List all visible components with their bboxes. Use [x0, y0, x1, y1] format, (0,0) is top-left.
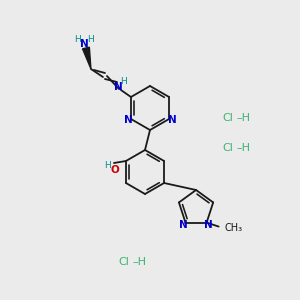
Text: N: N	[204, 220, 213, 230]
Text: O: O	[111, 165, 119, 175]
Text: Cl: Cl	[118, 257, 129, 267]
Text: N: N	[124, 115, 132, 125]
Text: Cl: Cl	[222, 143, 233, 153]
Text: N: N	[179, 220, 188, 230]
Text: H: H	[105, 160, 111, 169]
Text: H: H	[88, 34, 94, 43]
Text: N: N	[114, 82, 122, 92]
Text: N: N	[168, 115, 176, 125]
Polygon shape	[82, 47, 91, 69]
Text: –H: –H	[236, 113, 250, 123]
Text: N: N	[80, 39, 88, 49]
Text: H: H	[121, 77, 127, 86]
Text: H: H	[75, 34, 81, 43]
Text: Cl: Cl	[222, 113, 233, 123]
Text: –H: –H	[132, 257, 146, 267]
Text: –H: –H	[236, 143, 250, 153]
Text: CH₃: CH₃	[225, 223, 243, 232]
